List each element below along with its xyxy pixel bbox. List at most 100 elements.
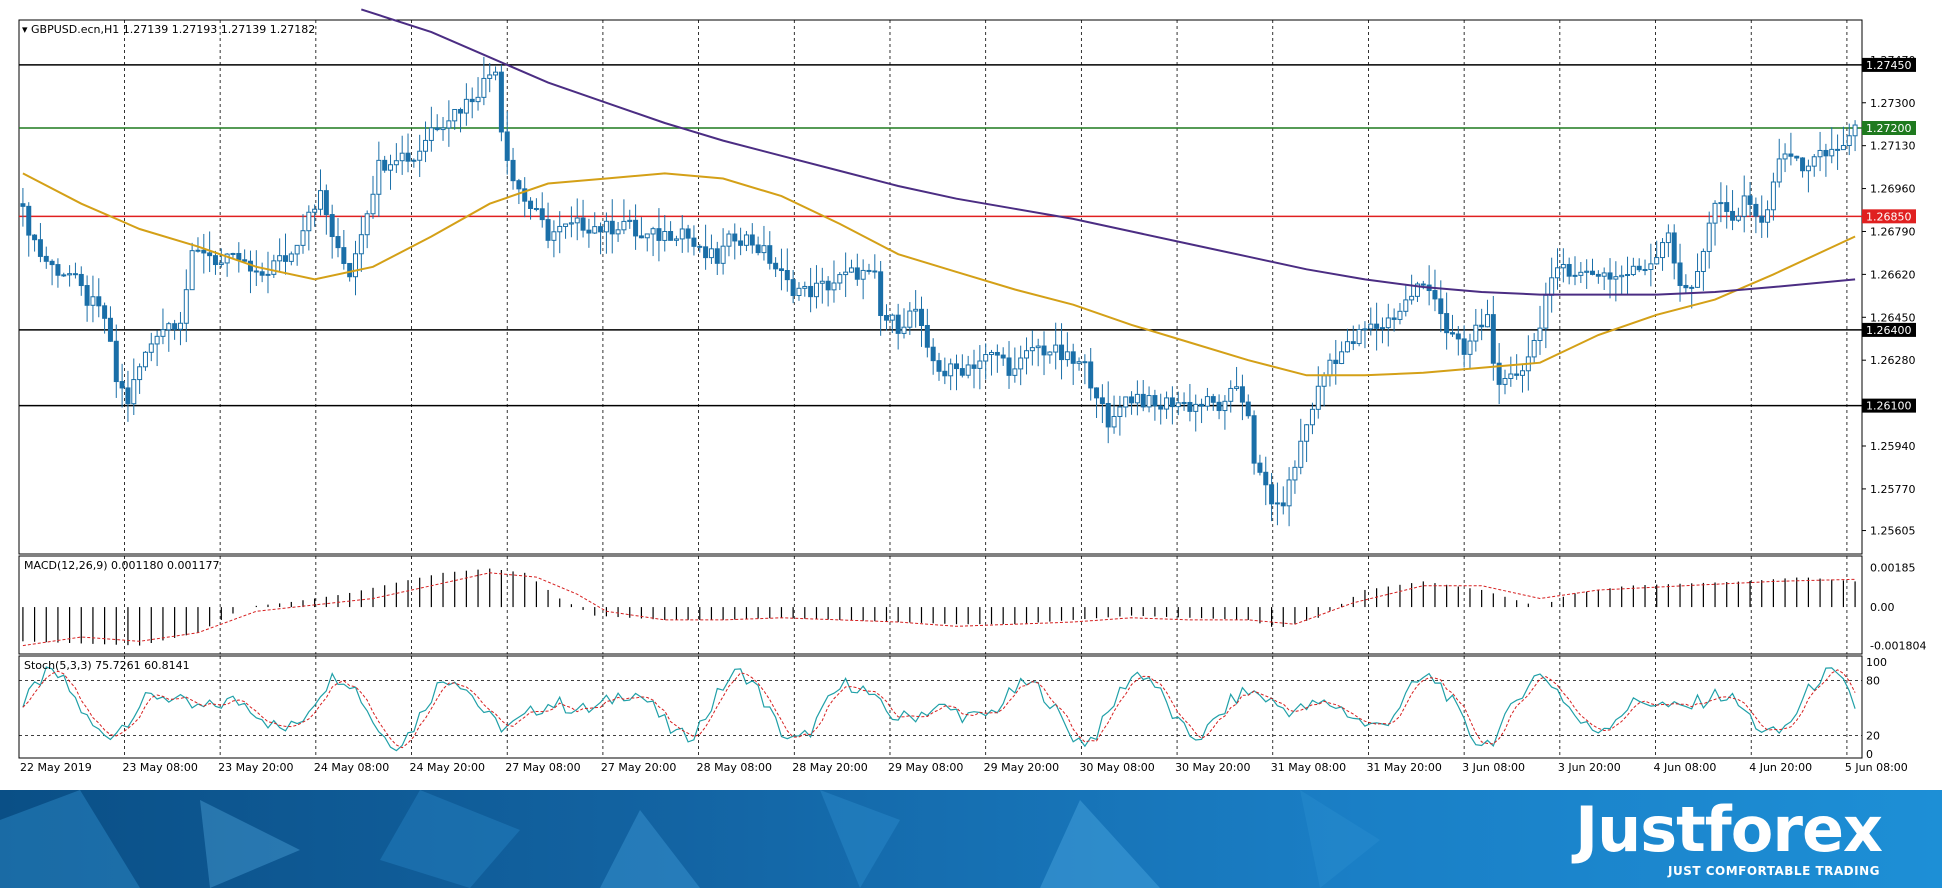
candle-body bbox=[533, 207, 539, 210]
candle-body bbox=[644, 233, 650, 239]
candle-body bbox=[825, 280, 831, 291]
candle-body bbox=[107, 317, 113, 342]
candle-body bbox=[259, 271, 265, 276]
candle-body bbox=[1088, 361, 1094, 389]
candle-body bbox=[148, 343, 154, 353]
candle-body bbox=[1222, 400, 1228, 412]
candle-body bbox=[1706, 222, 1712, 252]
candle-body bbox=[568, 222, 574, 225]
candle-body bbox=[1041, 345, 1047, 356]
candle-body bbox=[1397, 310, 1403, 320]
candle-body bbox=[1239, 386, 1245, 403]
candle-body bbox=[662, 231, 668, 241]
candle-body bbox=[1607, 272, 1613, 280]
candle-body bbox=[697, 245, 703, 248]
candle-body bbox=[347, 262, 353, 278]
candle-body bbox=[1006, 357, 1012, 376]
candle-body bbox=[72, 273, 78, 276]
candle-body bbox=[1391, 317, 1397, 320]
price-tick-label: 1.25940 bbox=[1870, 440, 1916, 453]
candle-body bbox=[84, 285, 90, 306]
candle-body bbox=[872, 270, 878, 273]
time-label: 27 May 20:00 bbox=[601, 761, 676, 774]
candle-body bbox=[1210, 396, 1216, 403]
candle-body bbox=[1164, 397, 1170, 410]
candle-body bbox=[1508, 373, 1514, 379]
level-price-tag bbox=[1862, 121, 1916, 135]
candle-body bbox=[487, 74, 493, 79]
candle-body bbox=[691, 237, 697, 247]
stoch-k-line bbox=[22, 666, 1856, 752]
candle-body bbox=[1718, 202, 1724, 205]
price-tick-label: 1.27130 bbox=[1870, 140, 1916, 153]
candle-body bbox=[32, 234, 38, 241]
candle-body bbox=[1304, 424, 1310, 442]
candle-body bbox=[971, 364, 977, 369]
candle-body bbox=[1105, 402, 1111, 428]
candle-body bbox=[1251, 415, 1257, 464]
candle-body bbox=[1724, 202, 1730, 212]
candle-body bbox=[1070, 351, 1076, 364]
candle-body bbox=[1344, 341, 1350, 353]
candle-body bbox=[563, 223, 569, 227]
candle-body bbox=[1379, 327, 1385, 330]
candle-body bbox=[452, 108, 458, 122]
price-tick-label: 1.25605 bbox=[1870, 525, 1916, 538]
candle-body bbox=[1805, 165, 1811, 172]
macd-tick-label: 0.00 bbox=[1870, 601, 1895, 614]
macd-label: MACD(12,26,9) 0.001180 0.001177 bbox=[24, 559, 220, 572]
candle-body bbox=[370, 193, 376, 215]
time-label: 30 May 20:00 bbox=[1175, 761, 1250, 774]
candle-body bbox=[1099, 397, 1105, 404]
candle-body bbox=[446, 120, 452, 129]
candle-body bbox=[1012, 368, 1018, 376]
time-label: 31 May 08:00 bbox=[1271, 761, 1346, 774]
candle-body bbox=[913, 308, 919, 312]
candle-body bbox=[679, 228, 685, 240]
candle-body bbox=[440, 127, 446, 131]
candle-body bbox=[1368, 323, 1374, 330]
candle-body bbox=[784, 270, 790, 281]
candle-body bbox=[761, 245, 767, 254]
candle-body bbox=[1479, 324, 1485, 328]
candle-body bbox=[889, 314, 895, 321]
time-label: 28 May 20:00 bbox=[792, 761, 867, 774]
candle-body bbox=[1642, 269, 1648, 272]
macd-pane bbox=[18, 555, 1863, 655]
candle-body bbox=[633, 219, 639, 237]
candle-body bbox=[411, 159, 417, 162]
candle-body bbox=[61, 274, 67, 277]
candle-body bbox=[749, 234, 755, 246]
candle-body bbox=[668, 231, 674, 241]
candle-body bbox=[1549, 277, 1555, 296]
candle-body bbox=[1409, 295, 1415, 301]
candle-body bbox=[977, 360, 983, 369]
candle-body bbox=[901, 326, 907, 334]
stoch-tick-label: 0 bbox=[1866, 748, 1873, 761]
time-label: 5 Jun 08:00 bbox=[1845, 761, 1908, 774]
candle-body bbox=[312, 208, 318, 213]
candle-body bbox=[189, 250, 195, 291]
candle-body bbox=[1578, 271, 1584, 276]
candle-body bbox=[253, 270, 259, 273]
candle-body bbox=[1730, 210, 1736, 221]
candle-body bbox=[172, 323, 178, 330]
candle-body bbox=[743, 234, 749, 246]
candle-body bbox=[1403, 299, 1409, 312]
candle-body bbox=[656, 228, 662, 241]
candle-body bbox=[1274, 502, 1280, 505]
candle-body bbox=[1490, 314, 1496, 364]
candle-body bbox=[773, 262, 779, 270]
candle-body bbox=[382, 159, 388, 171]
candle-body bbox=[1129, 396, 1135, 404]
candle-body bbox=[1695, 271, 1701, 288]
candle-body bbox=[1374, 323, 1380, 329]
candle-body bbox=[726, 233, 732, 247]
candle-body bbox=[1187, 401, 1193, 412]
candle-body bbox=[650, 228, 656, 235]
time-label: 31 May 20:00 bbox=[1366, 761, 1441, 774]
level-price-label: 1.26400 bbox=[1866, 324, 1912, 337]
candle-body bbox=[1665, 232, 1671, 244]
candle-body bbox=[1700, 250, 1706, 273]
candle-body bbox=[738, 240, 744, 246]
